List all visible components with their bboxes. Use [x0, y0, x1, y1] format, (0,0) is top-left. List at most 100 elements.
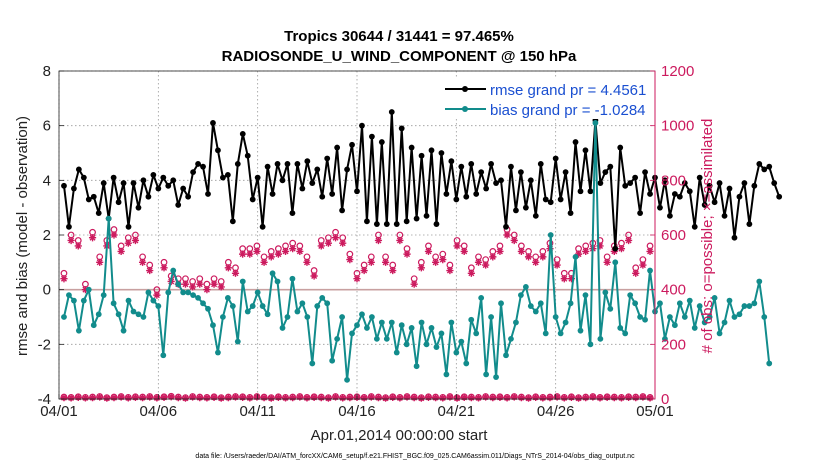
obs-assimilated-low-marker: [524, 394, 533, 402]
obs-assimilated-low-marker: [160, 393, 168, 401]
rmse-point: [691, 223, 698, 230]
obs-assimilated-low-marker: [474, 394, 483, 402]
obs-assimilated-low-marker: [224, 394, 232, 402]
bias-point: [647, 267, 653, 274]
obs-assimilated-low-marker: [88, 394, 97, 402]
obs-assimilated-low-marker: [389, 393, 397, 401]
rmse-point: [577, 188, 584, 195]
obs-assimilated-low-marker: [424, 393, 433, 401]
obs-assimilated-marker: [203, 286, 211, 294]
legend-rmse-label: rmse grand pr = 4.4561: [490, 82, 646, 99]
obs-assimilated-marker: [131, 236, 140, 245]
bias-point: [691, 325, 698, 331]
bias-point: [378, 319, 385, 326]
obs-assimilated-marker: [281, 247, 290, 255]
bias-point: [627, 292, 634, 299]
obs-assimilated-marker: [239, 250, 247, 258]
rmse-point: [542, 196, 549, 203]
rmse-point: [726, 185, 733, 192]
obs-assimilated-low-marker: [339, 394, 347, 402]
rmse-point: [418, 152, 425, 159]
obs-assimilated-low-marker: [467, 394, 475, 402]
rmse-point: [369, 133, 375, 140]
rmse-point: [319, 193, 326, 200]
rmse-point: [408, 144, 415, 151]
rmse-point: [671, 191, 678, 197]
y-tick-label: -4: [38, 391, 51, 408]
rmse-point: [522, 204, 529, 211]
rmse-point: [557, 196, 564, 203]
obs-assimilated-low-marker: [403, 393, 411, 401]
rmse-point: [622, 182, 629, 189]
rmse-point: [120, 180, 127, 186]
data-file-footer: data file: /Users/raeder/DAI/ATM_forcXX/…: [195, 453, 635, 460]
obs-assimilated-marker: [467, 269, 475, 277]
obs-assimilated-low-marker: [174, 394, 182, 402]
rmse-point: [170, 177, 177, 184]
bias-point: [155, 303, 162, 309]
obs-assimilated-low-marker: [110, 394, 118, 402]
rmse-point: [433, 221, 440, 227]
bias-point: [706, 314, 713, 320]
bias-point: [766, 360, 773, 367]
obs-assimilated-marker: [331, 234, 340, 242]
bias-point: [438, 330, 445, 337]
rmse-point: [731, 234, 738, 241]
bias-point: [657, 300, 663, 307]
bias-point: [642, 316, 648, 323]
obs-assimilated-low-marker: [446, 393, 454, 401]
rmse-point: [527, 177, 534, 184]
bias-point: [244, 308, 251, 315]
bias-point: [190, 292, 197, 299]
obs-assimilated-marker: [260, 258, 268, 266]
obs-assimilated-low-marker: [374, 394, 383, 402]
obs-assimilated-marker: [74, 242, 82, 250]
rmse-point: [597, 180, 604, 186]
obs-assimilated-marker: [88, 234, 97, 242]
bias-point: [676, 300, 683, 307]
bias-point: [364, 325, 370, 331]
rmse-point: [150, 171, 157, 178]
obs-assimilated-low-marker: [639, 393, 647, 401]
rmse-point: [403, 218, 410, 225]
rmse-point: [339, 207, 345, 214]
rmse-point: [160, 174, 167, 181]
obs-assimilated-low-marker: [610, 394, 618, 402]
bias-point: [349, 330, 355, 337]
obs-assimilated-marker: [432, 258, 440, 266]
bias-point: [115, 311, 122, 318]
bias-point: [577, 327, 584, 334]
rmse-point: [398, 125, 405, 132]
rmse-point: [180, 185, 187, 192]
rmse-point: [364, 218, 370, 225]
rmse-point: [582, 147, 589, 154]
y-right-tick-label: 1200: [661, 63, 694, 80]
x-tick-label: 04/01: [40, 403, 78, 420]
rmse-point: [681, 180, 688, 186]
rmse-point: [66, 223, 72, 230]
bias-point: [334, 335, 341, 342]
bias-point: [681, 314, 688, 320]
rmse-point: [220, 174, 226, 181]
obs-assimilated-low-marker: [124, 394, 132, 402]
obs-assimilated-marker: [503, 231, 511, 239]
bias-point: [567, 300, 574, 307]
chart-title: Tropics 30644 / 31441 = 97.465%: [284, 28, 514, 45]
bias-point: [150, 297, 157, 304]
bias-point: [458, 338, 465, 345]
obs-assimilated-low-marker: [596, 394, 604, 402]
obs-assimilated-marker: [539, 253, 547, 261]
rmse-point: [771, 180, 778, 186]
obs-assimilated-marker: [496, 247, 504, 255]
rmse-point: [269, 191, 276, 197]
rmse-point: [642, 169, 648, 176]
bias-point: [513, 319, 519, 326]
x-tick-label: 04/11: [239, 403, 275, 420]
bias-point: [145, 289, 152, 296]
rmse-point: [224, 171, 231, 178]
rmse-point: [388, 109, 395, 115]
obs-assimilated-low-marker: [103, 394, 111, 402]
rmse-point: [537, 161, 544, 167]
rmse-point: [587, 188, 594, 195]
obs-assimilated-low-marker: [203, 394, 211, 402]
